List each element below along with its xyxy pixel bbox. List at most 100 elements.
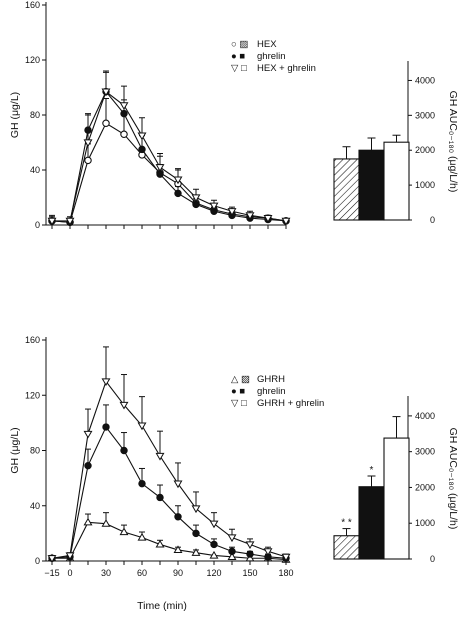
data-point xyxy=(155,539,165,548)
data-point xyxy=(84,461,92,470)
inset-bar xyxy=(358,149,385,221)
inset-y-axis-label: GH AUC₀₋₁₈₀ (μg/L/h) xyxy=(447,428,459,530)
legend-symbols: ● ■ xyxy=(231,386,245,397)
x-tick-label: −15 xyxy=(44,568,59,578)
inset-bar xyxy=(333,535,360,560)
data-point xyxy=(263,215,273,223)
series-line xyxy=(52,521,287,561)
y-axis-label: GH (μg/L) xyxy=(9,427,21,473)
x-axis-label: Time (min) xyxy=(137,600,187,612)
data-point xyxy=(191,548,201,556)
bottom-panel: 0 40 80 120 160 −15 0 30 60 90 120 150 180 GH (μg/L) △… xyxy=(9,335,459,578)
x-tick-label: 120 xyxy=(206,568,221,578)
data-point xyxy=(209,520,219,529)
legend-label: ghrelin xyxy=(257,386,286,397)
y-tick-label: 80 xyxy=(30,110,40,120)
y-tick-label: 40 xyxy=(30,501,40,511)
data-point xyxy=(192,200,200,209)
inset-y-tick-label: 4000 xyxy=(415,75,435,85)
legend-label: GHRH xyxy=(257,374,285,385)
data-point xyxy=(101,519,111,527)
data-point xyxy=(65,217,75,226)
data-point xyxy=(47,555,57,563)
y-tick-label: 0 xyxy=(35,220,40,230)
data-point xyxy=(174,513,182,521)
inset-y-tick-label: 0 xyxy=(430,554,435,564)
data-point xyxy=(47,217,57,226)
data-point xyxy=(173,176,183,185)
inset-y-tick-label: 2000 xyxy=(415,145,435,155)
data-point xyxy=(120,109,128,118)
data-point xyxy=(192,529,200,538)
inset-y-axis-label: GH AUC₀₋₁₈₀ (μg/L/h) xyxy=(447,91,459,193)
inset-bar xyxy=(358,486,385,560)
data-point xyxy=(191,505,201,514)
data-point xyxy=(138,145,146,154)
x-tick-label: 60 xyxy=(137,568,147,578)
y-tick-label: 120 xyxy=(25,390,40,400)
data-point xyxy=(137,422,147,431)
data-point xyxy=(119,102,129,110)
data-point xyxy=(174,189,182,198)
inset-y-tick-label: 3000 xyxy=(415,110,435,120)
legend-symbols: ▽ □ xyxy=(231,398,247,409)
data-point xyxy=(245,212,255,220)
data-point xyxy=(102,119,110,128)
data-point xyxy=(138,479,146,488)
data-point xyxy=(173,480,183,489)
data-point xyxy=(227,552,237,560)
x-tick-label: 90 xyxy=(173,568,183,578)
data-point xyxy=(119,527,129,536)
data-point xyxy=(227,534,237,543)
data-point xyxy=(156,170,164,178)
inset-y-tick-label: 0 xyxy=(430,215,435,225)
data-point xyxy=(209,550,219,559)
y-tick-label: 40 xyxy=(30,165,40,175)
y-tick-label: 120 xyxy=(25,55,40,65)
data-point xyxy=(245,541,255,550)
inset-bar xyxy=(383,437,410,560)
x-tick-label: 30 xyxy=(101,568,111,578)
inset-bar xyxy=(383,141,410,221)
data-point xyxy=(137,132,147,141)
series-line xyxy=(51,122,287,223)
series-line xyxy=(52,90,287,222)
data-point xyxy=(83,517,93,526)
data-point xyxy=(263,548,273,556)
y-tick-label: 160 xyxy=(25,335,40,345)
x-tick-label: 0 xyxy=(67,568,72,578)
data-point xyxy=(173,545,183,554)
x-tick-label: 150 xyxy=(242,568,257,578)
inset-bar xyxy=(333,158,360,221)
data-point xyxy=(156,493,164,502)
data-point xyxy=(119,401,129,410)
legend-label: HEX xyxy=(257,39,277,50)
data-point xyxy=(210,540,218,549)
data-point xyxy=(281,217,291,226)
legend-symbols: ○ ▨ xyxy=(231,39,248,50)
data-point xyxy=(228,547,236,556)
legend-symbols: ● ■ xyxy=(231,51,245,62)
inset-y-tick-label: 3000 xyxy=(415,447,435,457)
data-point xyxy=(101,378,111,387)
significance-mark: * xyxy=(370,465,374,476)
data-point xyxy=(209,202,219,211)
significance-mark: * * xyxy=(341,518,352,529)
inset-y-tick-label: 1000 xyxy=(415,518,435,528)
x-tick-label: 180 xyxy=(278,568,293,578)
inset-y-tick-label: 2000 xyxy=(415,482,435,492)
data-point xyxy=(227,208,237,216)
y-tick-label: 80 xyxy=(30,446,40,456)
y-tick-label: 0 xyxy=(35,556,40,566)
legend-label: GHRH + ghrelin xyxy=(257,398,324,409)
data-point xyxy=(281,553,291,562)
data-point xyxy=(137,532,147,541)
y-axis-label: GH (μg/L) xyxy=(9,92,21,138)
legend-symbols: ▽ □ xyxy=(231,63,247,74)
inset-y-tick-label: 1000 xyxy=(415,180,435,190)
y-tick-label: 160 xyxy=(25,0,40,10)
data-point xyxy=(246,550,254,558)
inset-y-tick-label: 4000 xyxy=(415,411,435,421)
data-point xyxy=(191,194,201,203)
